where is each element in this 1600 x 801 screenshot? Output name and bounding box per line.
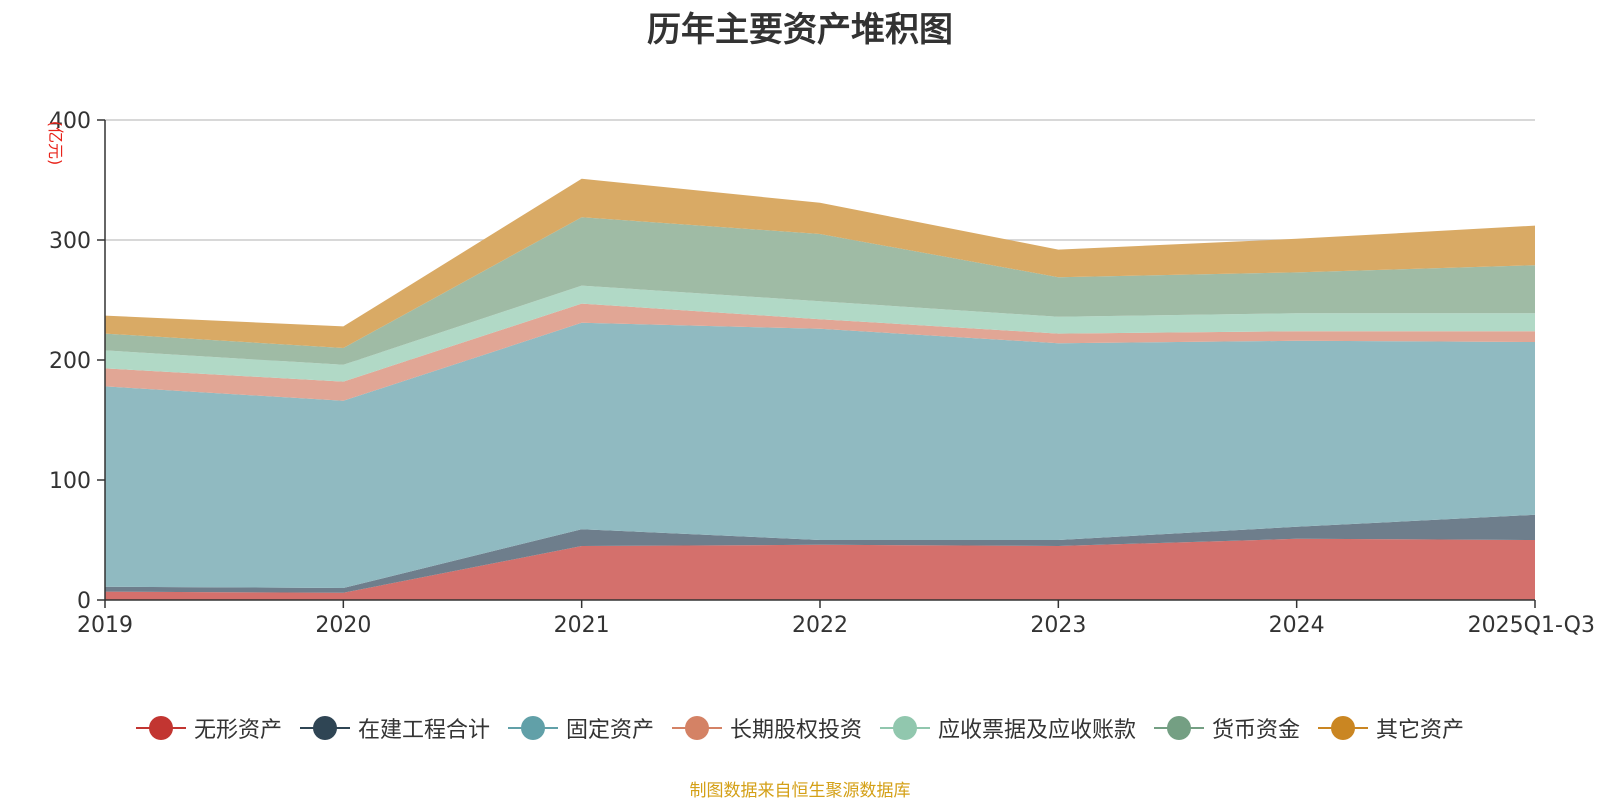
chart-title: 历年主要资产堆积图	[647, 10, 953, 50]
legend-label: 货币资金	[1212, 718, 1301, 743]
area-series-3	[105, 322, 1535, 588]
axes: 0 100 200 300 400 2019 2020 2021 2022 2023 2024 202…	[49, 109, 1595, 638]
legend-item[interactable]: 固定资产	[507, 712, 654, 744]
legend-label: 无形资产	[193, 718, 282, 743]
y-tick-label: 200	[49, 349, 91, 374]
y-tick-label: 100	[49, 469, 91, 494]
x-tick-label: 2019	[77, 613, 133, 638]
legend-label: 固定资产	[565, 718, 654, 743]
legend-item[interactable]: 其它资产	[1318, 712, 1464, 744]
x-tick-label: 2025Q1-Q3	[1468, 613, 1595, 638]
legend-item[interactable]: 长期股权投资	[671, 712, 862, 744]
area-series-2	[105, 514, 1535, 593]
area-series-5	[105, 285, 1535, 382]
y-tick-label: 300	[49, 229, 91, 254]
legend-label: 其它资产	[1376, 718, 1465, 743]
area-series-7	[105, 178, 1535, 348]
area-series-4	[105, 303, 1535, 401]
x-tick-label: 2023	[1030, 613, 1086, 638]
legend-marker-icon	[880, 716, 930, 740]
y-tick-label: 400	[49, 109, 91, 134]
legend-marker-icon	[671, 716, 722, 740]
legend-marker-icon	[1154, 716, 1205, 740]
y-tick-label: 0	[77, 589, 91, 614]
x-tick-label: 2022	[792, 613, 848, 638]
legend-label: 长期股权投资	[729, 718, 862, 743]
legend-item[interactable]: 货币资金	[1154, 712, 1300, 744]
legend-marker-icon	[299, 716, 350, 740]
legend-item[interactable]: 应收票据及应收账款	[880, 712, 1136, 744]
legend-marker-icon	[135, 716, 186, 740]
y-axis-unit-label: (亿元)	[46, 121, 65, 166]
legend-item[interactable]: 无形资产	[135, 712, 282, 744]
stacked-areas	[105, 178, 1535, 600]
legend-label: 在建工程合计	[357, 718, 490, 743]
x-tick-label: 2021	[554, 613, 610, 638]
legend-marker-icon	[507, 716, 558, 740]
area-series-1	[105, 538, 1535, 600]
source-note: 制图数据来自恒生聚源数据库	[689, 781, 911, 801]
area-series-6	[105, 217, 1535, 365]
x-tick-label: 2024	[1269, 613, 1325, 638]
legend: 无形资产 在建工程合计 固定资产 长期股权投资 应收票据及应收账款 货币资金 其它资产	[0, 712, 1600, 744]
legend-item[interactable]: 在建工程合计	[299, 712, 490, 744]
x-tick-label: 2020	[315, 613, 371, 638]
legend-marker-icon	[1318, 716, 1369, 740]
legend-label: 应收票据及应收账款	[938, 718, 1137, 743]
